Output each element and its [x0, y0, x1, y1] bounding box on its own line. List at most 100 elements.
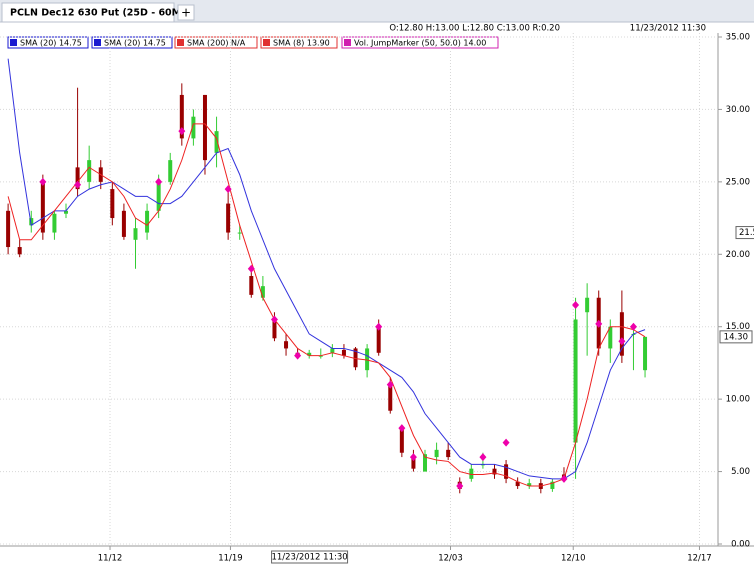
jump-marker: [270, 315, 278, 324]
candle-body: [643, 336, 648, 371]
jump-marker: [456, 482, 464, 491]
legend-label: Vol. JumpMarker (50, 50.0) 14.00: [354, 39, 486, 48]
candle-body: [608, 326, 613, 349]
jump-marker: [572, 300, 580, 309]
candle-body: [260, 286, 265, 298]
y-tick-label: 15.00: [726, 322, 750, 332]
candle-body: [168, 160, 173, 182]
jump-marker: [178, 127, 186, 136]
jump-marker: [479, 453, 487, 462]
legend-label: SMA (200) N/A: [187, 39, 246, 48]
add-tab-label: +: [181, 6, 191, 20]
candle-body: [353, 348, 358, 368]
legend-check: [10, 39, 17, 46]
tab-title: PCLN Dec12 630 Put (25D - 60M): [10, 8, 185, 19]
add-tab[interactable]: [177, 4, 195, 21]
sma-line: [7, 123, 646, 487]
legend: SMA (20) 14.75 SMA (20) 14.75 SMA (200) N/…: [7, 36, 499, 49]
x-tick-label: 11/19: [218, 554, 243, 564]
candle-body: [504, 464, 509, 479]
candle-body: [202, 94, 207, 161]
candle-body: [515, 481, 520, 487]
jump-marker: [155, 177, 163, 186]
candle-body: [550, 481, 555, 489]
y-tick-label: 10.00: [726, 395, 750, 405]
candle-body: [52, 213, 57, 233]
time-readout: 11/23/2012 11:30: [630, 24, 706, 34]
crosshair-price-box: [735, 226, 754, 240]
candle-body: [284, 341, 289, 349]
candle-body: [121, 210, 126, 237]
jump-marker: [629, 322, 637, 331]
candle-body: [272, 319, 277, 339]
candle-body: [399, 428, 404, 453]
crosshair-time-box: [271, 550, 349, 564]
candle-body: [619, 312, 624, 356]
legend-label: SMA (20) 14.75: [20, 39, 82, 48]
jump-marker: [294, 351, 302, 360]
candle-body: [133, 228, 138, 240]
ohlc-readout: O:12.80 H:13.00 L:12.80 C:13.00 R:0.20: [389, 24, 560, 34]
x-tick-label: 12/17: [687, 554, 712, 564]
jump-marker: [39, 177, 47, 186]
jump-marker: [618, 337, 626, 346]
candle-body: [110, 189, 115, 219]
candle-body: [434, 449, 439, 458]
candle-body: [156, 181, 161, 211]
candle-body: [527, 483, 532, 487]
last-price: 14.30: [724, 332, 748, 342]
jump-marker: [224, 185, 232, 194]
candle-body: [330, 348, 335, 353]
candle-body: [40, 181, 45, 233]
jump-marker: [502, 438, 510, 447]
candle-body: [365, 348, 370, 371]
candle-body: [237, 232, 242, 234]
y-tick-label: 20.00: [726, 250, 750, 260]
candle-body: [64, 210, 69, 214]
jump-marker: [595, 319, 603, 328]
crosshair-price: 21.5: [739, 228, 754, 238]
crosshair-time: 11/23/2012 11:30: [271, 553, 347, 563]
candle-body: [446, 449, 451, 458]
legend-label: SMA (20) 14.75: [104, 39, 166, 48]
candle-body: [423, 454, 428, 472]
y-tick-label: 5.00: [731, 467, 750, 477]
legend-check: [344, 39, 351, 46]
candle-body: [75, 167, 80, 190]
y-tick-label: 0.00: [731, 540, 750, 550]
candle-body: [585, 297, 590, 313]
candle-body: [6, 210, 11, 248]
jump-marker: [74, 180, 82, 189]
candle-body: [17, 247, 22, 255]
candle-body: [376, 326, 381, 353]
candle-body: [388, 384, 393, 411]
candle-body: [179, 94, 184, 139]
y-tick-label: 35.00: [726, 33, 750, 43]
candle-body: [341, 349, 346, 356]
legend-check: [94, 39, 101, 46]
candle-body: [226, 203, 231, 233]
jump-marker: [398, 424, 406, 433]
candle-body: [573, 319, 578, 443]
y-tick-label: 30.00: [726, 105, 750, 115]
jump-marker: [386, 380, 394, 389]
candle-body: [29, 218, 34, 226]
candle-body: [249, 276, 254, 295]
x-tick-label: 12/03: [438, 554, 463, 564]
candle-body: [469, 468, 474, 479]
legend-item: [260, 36, 338, 49]
x-tick-label: 11/12: [98, 554, 123, 564]
last-price-box: [719, 330, 753, 344]
sma-line: [7, 58, 646, 480]
candle-body: [214, 131, 219, 153]
x-tick-label: 12/10: [561, 554, 586, 564]
legend-check: [263, 39, 270, 46]
legend-check: [177, 39, 184, 46]
candle-body: [145, 210, 150, 233]
candle-body: [191, 116, 196, 139]
candle-body: [411, 457, 416, 469]
legend-label: SMA (8) 13.90: [273, 39, 330, 48]
jump-marker: [375, 322, 383, 331]
jump-marker: [247, 264, 255, 273]
jump-marker: [560, 474, 568, 483]
